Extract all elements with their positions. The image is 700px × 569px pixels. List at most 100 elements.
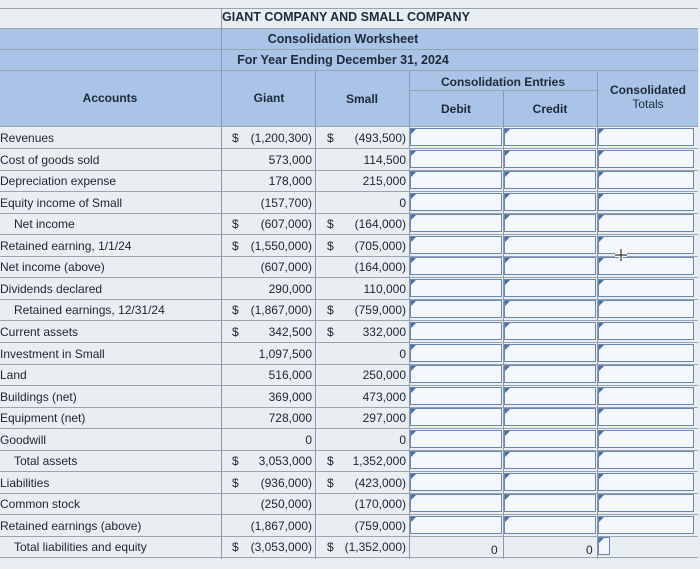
account-name: Investment in Small [0,346,105,361]
debit-input[interactable] [410,386,502,405]
giant-amount: (250,000) [260,497,312,512]
giant-amount: 1,097,500 [258,346,312,361]
credit-input[interactable] [504,149,596,168]
debit-input[interactable] [410,300,502,319]
debit-input[interactable] [410,451,502,470]
credit-input[interactable] [504,472,596,491]
debit-input[interactable] [410,171,502,190]
debit-input[interactable] [410,192,502,211]
period-title: For Year Ending December 31, 2024 [237,53,449,67]
credit-input[interactable] [504,429,596,448]
credit-input[interactable] [504,235,596,254]
debit-input[interactable] [410,472,502,491]
credit-input[interactable] [504,171,596,190]
giant-amount: 3,053,000 [258,454,312,469]
credit-input[interactable] [504,365,596,384]
credit-input[interactable] [504,257,596,276]
debit-input[interactable] [410,494,502,513]
consolidated-total-input[interactable] [598,149,694,168]
debit-input[interactable] [410,365,502,384]
title-divider [0,28,698,29]
consolidated-total-input[interactable] [598,128,694,146]
account-name: Revenues [0,131,55,145]
account-name: Retained earnings (above) [0,518,142,533]
credit-input[interactable] [504,386,596,405]
row-divider [0,234,698,236]
giant-amount: (157,700) [260,195,312,210]
giant-dollar-sign: $ [232,475,239,490]
consolidated-total-input[interactable] [598,257,694,276]
debit-input[interactable] [410,128,502,146]
credit-input[interactable] [504,408,596,427]
small-dollar-sign: $ [327,131,334,145]
giant-dollar-sign: $ [232,454,239,469]
table-row: Net income $ (607,000) $ (164,000) [0,213,698,236]
row-divider [0,406,698,408]
account-name: Net income [14,217,75,232]
consolidated-total-input[interactable] [598,451,694,470]
consolidated-total-input[interactable] [598,365,694,384]
debit-input[interactable] [410,408,502,427]
consolidated-total-input[interactable] [598,278,694,297]
credit-input[interactable] [504,343,596,362]
giant-amount: 728,000 [268,411,312,426]
credit-input[interactable] [504,494,596,513]
consolidated-total-input[interactable] [598,300,694,319]
consolidated-total-input[interactable] [598,472,694,491]
credit-input[interactable] [504,214,596,233]
row-divider [0,341,698,343]
giant-amount: 342,500 [268,324,312,339]
debit-input[interactable] [410,257,502,276]
credit-input[interactable] [504,451,596,470]
small-dollar-sign: $ [327,303,334,318]
account-name: Total assets [14,454,78,469]
consolidated-total-input[interactable] [598,515,694,534]
table-row: Investment in Small 1,097,500 0 [0,343,698,365]
table-row: Common stock (250,000) (170,000) [0,493,698,516]
credit-input[interactable] [504,278,596,297]
credit-input[interactable] [504,300,596,319]
table-row: Retained earnings (above) (1,867,000) (759… [0,515,698,537]
credit-input[interactable] [504,192,596,211]
giant-amount: (1,867,000) [250,303,312,318]
debit-input[interactable] [410,343,502,362]
credit-input[interactable] [504,321,596,340]
consolidated-total-input[interactable] [598,386,694,405]
debit-header: Debit [441,102,471,116]
table-row: Net income (above) (607,000) (164,000) [0,256,698,279]
table-row: Land 516,000 250,000 [0,364,698,387]
account-name: Common stock [0,497,81,512]
row-divider [0,557,698,559]
consolidated-total-input[interactable] [598,321,694,340]
consolidated-total-input[interactable] [598,494,694,513]
consolidated-total-input[interactable] [598,408,694,427]
credit-input[interactable] [504,128,596,146]
debit-input[interactable] [410,515,502,534]
small-amount: (705,000) [354,238,406,253]
debit-input[interactable] [410,321,502,340]
giant-dollar-sign: $ [232,131,239,145]
row-divider [0,148,698,149]
consolidated-total-input[interactable] [598,214,694,233]
debit-input[interactable] [410,214,502,233]
credit-input[interactable] [504,515,596,534]
credit-header: Credit [532,102,568,116]
debit-input[interactable] [410,278,502,297]
account-name: Goodwill [0,432,47,447]
debit-input[interactable] [410,235,502,254]
consolidated-total-input[interactable] [598,171,694,190]
consolidated-total-input[interactable] [598,343,694,362]
consolidated-total-input[interactable] [598,235,694,254]
table-row: Depreciation expense 178,000 215,000 [0,170,698,193]
debit-input[interactable] [410,429,502,448]
debit-total: 0 [491,543,498,557]
row-divider [0,191,698,193]
consolidated-total-input[interactable] [598,192,694,211]
consolidated-total-input[interactable] [598,537,610,556]
header-top-border [0,70,698,71]
consolidated-total-input[interactable] [598,429,694,448]
account-name: Net income (above) [0,260,105,275]
consolidated-header-line1: Consolidated [609,83,686,97]
debit-input[interactable] [410,149,502,168]
table-row: Liabilities $ (936,000) $ (423,000) [0,472,698,494]
